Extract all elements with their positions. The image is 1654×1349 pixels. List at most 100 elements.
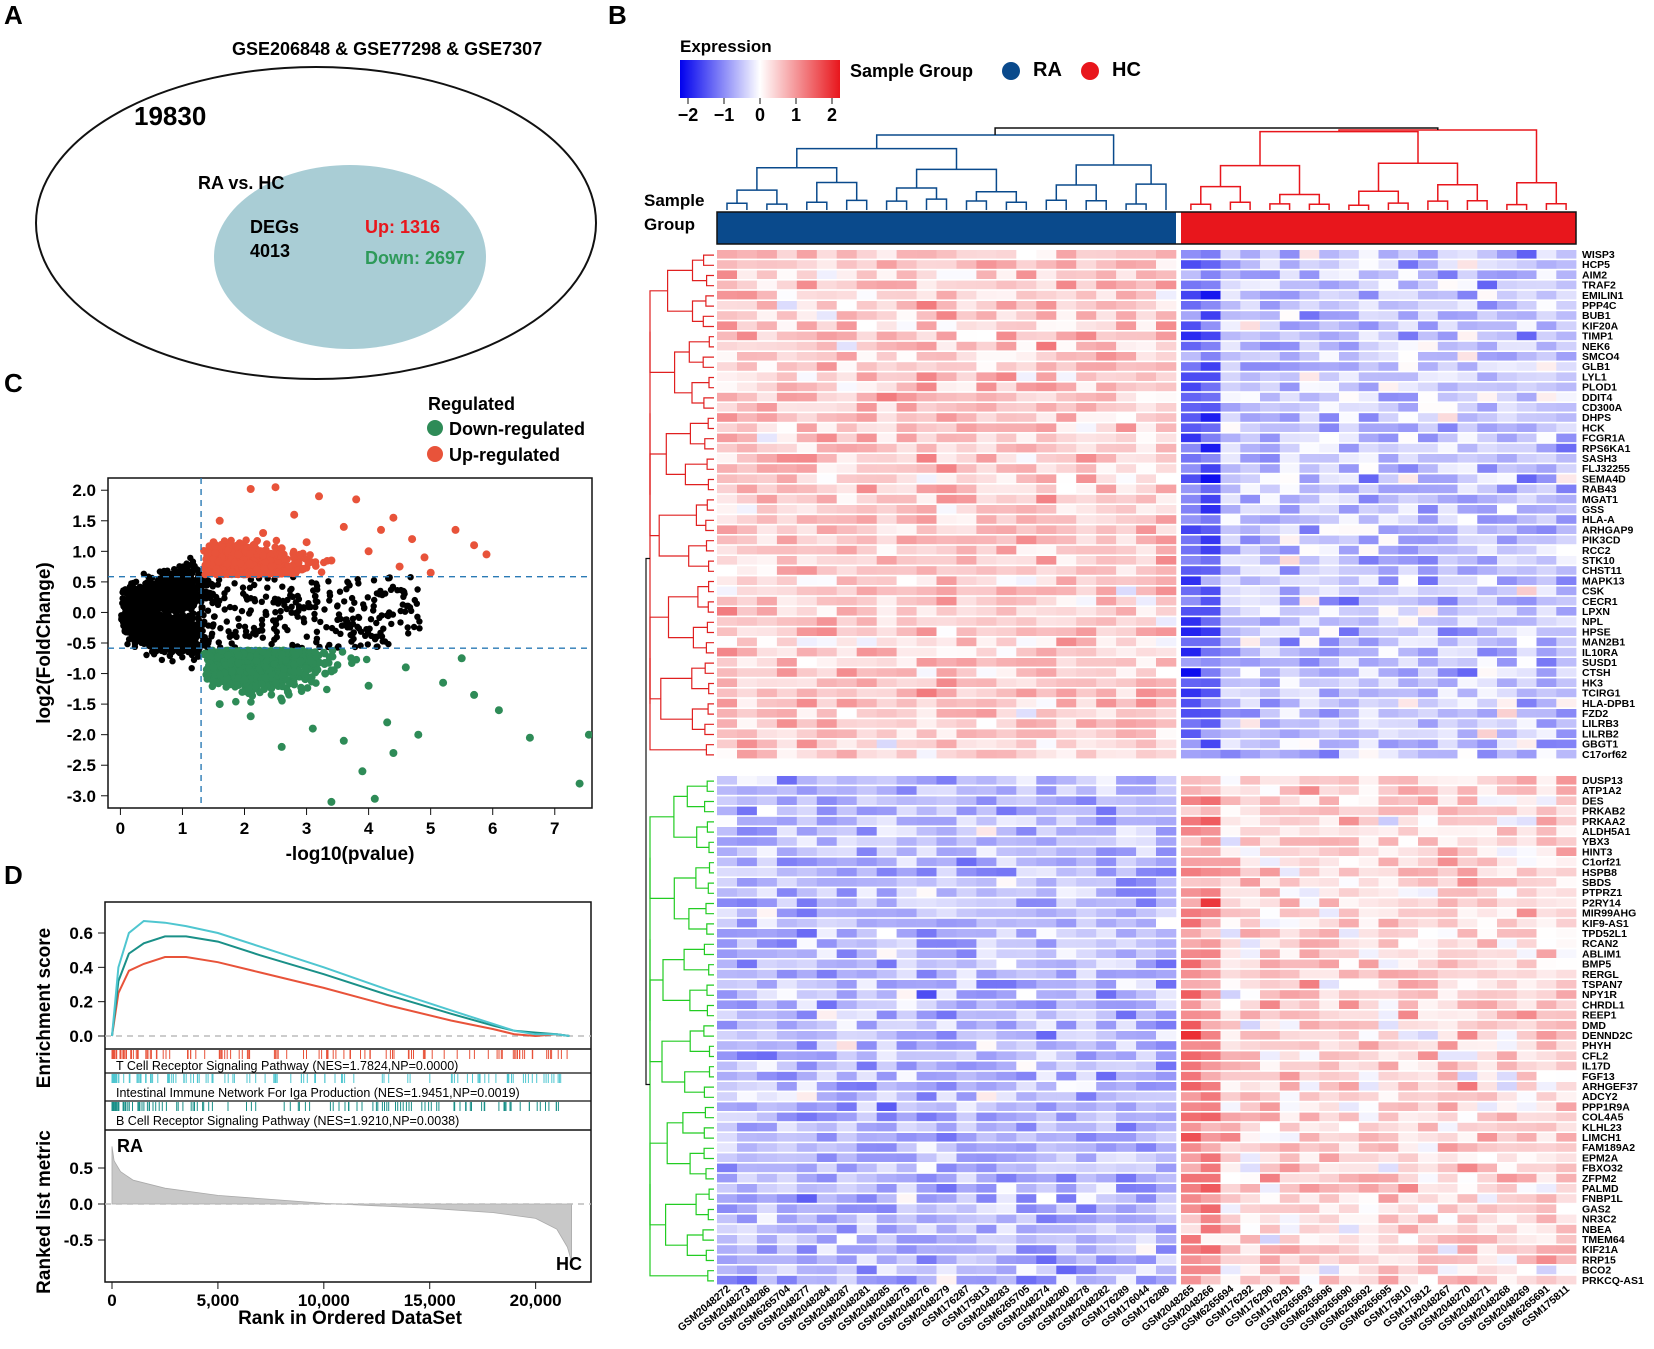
heatmap-cell	[1418, 1255, 1439, 1264]
heatmap-cell	[1279, 1061, 1300, 1071]
heatmap-cell	[1398, 250, 1419, 259]
heatmap-cell	[1418, 566, 1439, 575]
heatmap-cell	[996, 545, 1017, 555]
heatmap-cell	[1076, 918, 1097, 928]
heatmap-cell	[856, 341, 877, 351]
gene-label: NPL	[1582, 616, 1604, 628]
heatmap-cell	[1516, 688, 1537, 698]
heatmap-cell	[737, 617, 758, 626]
dendrogram-branch	[689, 989, 708, 1012]
heatmap-cell	[1260, 898, 1281, 907]
heatmap-cell	[816, 413, 838, 422]
heatmap-cell	[1240, 586, 1261, 596]
heatmap-cell	[996, 729, 1017, 738]
heatmap-cell	[916, 494, 937, 504]
heatmap-cell	[1556, 454, 1577, 463]
heatmap-cell	[1181, 556, 1202, 565]
heatmap-cell	[1136, 827, 1157, 836]
heatmap-cell	[1156, 1194, 1177, 1203]
heatmap-cell	[1497, 668, 1518, 677]
gene-label: MGAT1	[1582, 494, 1618, 506]
heatmap-cell	[816, 1245, 838, 1254]
heatmap-cell	[996, 250, 1017, 259]
heatmap-cell	[1358, 352, 1379, 361]
heatmap-cell	[996, 806, 1017, 816]
heatmap-cell	[956, 311, 977, 320]
heatmap-cell	[1339, 392, 1360, 402]
heatmap-cell	[1136, 413, 1157, 422]
heatmap-cell	[776, 1265, 798, 1275]
heatmap-cell	[936, 1275, 957, 1285]
heatmap-cell	[1136, 535, 1157, 545]
heatmap-cell	[836, 586, 857, 596]
heatmap-cell	[836, 959, 857, 969]
heatmap-cell	[1516, 270, 1537, 279]
heatmap-cell	[976, 464, 997, 473]
heatmap-cell	[717, 260, 738, 269]
heatmap-cell	[856, 280, 877, 290]
heatmap-cell	[1398, 311, 1419, 320]
heatmap-cell	[1398, 1194, 1419, 1203]
heatmap-cell	[1536, 1214, 1557, 1224]
heatmap-cell	[1319, 1163, 1340, 1173]
heatmap-cell	[776, 454, 798, 463]
heatmap-cell	[1477, 1000, 1498, 1009]
heatmap-cell	[1240, 1255, 1261, 1264]
heatmap-cell	[1378, 382, 1399, 392]
heatmap-cell	[1076, 888, 1097, 897]
heatmap-cell	[1096, 290, 1117, 300]
heatmap-cell	[1116, 392, 1137, 402]
heatmap-cell	[1319, 260, 1340, 269]
dendrogram-branch	[705, 1249, 714, 1262]
heatmap-cell	[916, 1224, 937, 1234]
heatmap-cell	[1016, 250, 1037, 259]
heatmap-cell	[1076, 1000, 1097, 1009]
heatmap-cell	[1260, 980, 1281, 989]
heatmap-cell	[1477, 837, 1498, 846]
heatmap-cell	[1036, 1255, 1057, 1264]
heatmap-cell	[856, 949, 877, 958]
heatmap-cell	[896, 464, 917, 473]
heatmap-cell	[1437, 1214, 1458, 1224]
heatmap-cell	[856, 1214, 877, 1224]
heatmap-cell	[956, 535, 977, 545]
heatmap-cell	[737, 1041, 758, 1050]
heatmap-cell	[896, 857, 917, 867]
heatmap-cell	[1477, 321, 1498, 330]
heatmap-cell	[796, 709, 818, 718]
heatmap-cell	[1358, 990, 1379, 999]
heatmap-cell	[1279, 352, 1300, 361]
heatmap-cell	[717, 739, 738, 749]
heatmap-cell	[956, 1265, 977, 1275]
heatmap-cell	[796, 1061, 818, 1071]
heatmap-cell	[856, 515, 877, 524]
heatmap-cell	[1116, 1020, 1137, 1030]
heatmap-cell	[1437, 423, 1458, 432]
heatmap-cell	[1200, 688, 1221, 698]
heatmap-cell	[1181, 1265, 1202, 1275]
heatmap-cell	[1036, 382, 1057, 392]
heatmap-cell	[956, 898, 977, 907]
heatmap-cell	[1398, 1265, 1419, 1275]
dendrogram-branch	[706, 780, 714, 792]
heatmap-cell	[1156, 1082, 1177, 1091]
heatmap-cell	[756, 1041, 778, 1050]
heatmap-cell	[756, 454, 778, 463]
heatmap-cell	[996, 433, 1017, 443]
heatmap-cell	[1096, 484, 1117, 494]
heatmap-cell	[816, 372, 838, 381]
heatmap-cell	[876, 698, 897, 708]
heatmap-cell	[1036, 1184, 1057, 1193]
heatmap-cell	[1418, 1194, 1439, 1203]
heatmap-cell	[1240, 535, 1261, 545]
heatmap-cell	[737, 857, 758, 867]
heatmap-cell	[936, 929, 957, 938]
heatmap-cell	[1418, 827, 1439, 836]
heatmap-cell	[1418, 617, 1439, 626]
heatmap-cell	[996, 1173, 1017, 1183]
group-bar-ra	[717, 212, 1176, 244]
heatmap-cell	[1279, 362, 1300, 371]
heatmap-cell	[956, 827, 977, 836]
heatmap-cell	[936, 847, 957, 856]
heatmap-cell	[1220, 311, 1241, 320]
